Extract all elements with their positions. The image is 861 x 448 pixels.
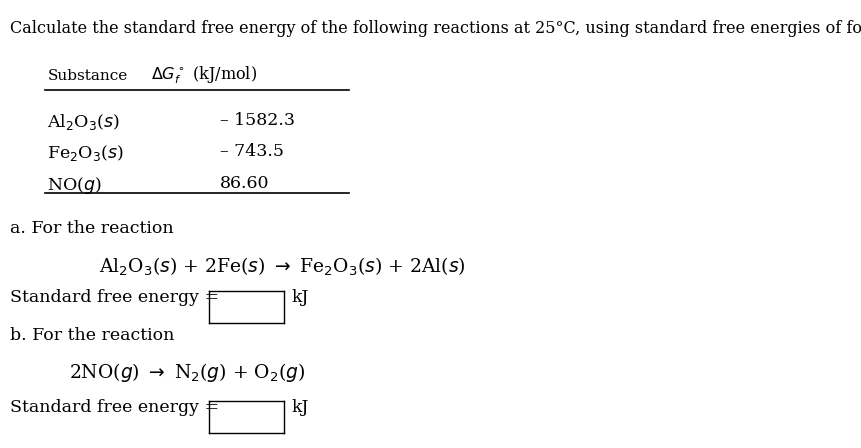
Text: Substance: Substance xyxy=(47,69,127,83)
Text: Standard free energy =: Standard free energy = xyxy=(10,399,220,416)
Text: a. For the reaction: a. For the reaction xyxy=(10,220,174,237)
Text: Calculate the standard free energy of the following reactions at 25°C, using sta: Calculate the standard free energy of th… xyxy=(10,20,861,37)
Text: NO($g$): NO($g$) xyxy=(47,175,102,196)
Text: kJ: kJ xyxy=(291,289,308,306)
Text: Fe$_2$O$_3$($s$): Fe$_2$O$_3$($s$) xyxy=(47,143,124,164)
Text: Al$_2$O$_3$($s$) + 2Fe($s$) $\rightarrow$ Fe$_2$O$_3$($s$) + 2Al($s$): Al$_2$O$_3$($s$) + 2Fe($s$) $\rightarrow… xyxy=(99,255,465,278)
Text: – 743.5: – 743.5 xyxy=(220,143,283,160)
Text: $\Delta G_f^\circ$ (kJ/mol): $\Delta G_f^\circ$ (kJ/mol) xyxy=(151,65,257,86)
Text: 2NO($g$) $\rightarrow$ N$_2$($g$) + O$_2$($g$): 2NO($g$) $\rightarrow$ N$_2$($g$) + O$_2… xyxy=(69,361,305,383)
Text: – 1582.3: – 1582.3 xyxy=(220,112,294,129)
Text: b. For the reaction: b. For the reaction xyxy=(10,327,175,344)
Text: kJ: kJ xyxy=(291,399,308,416)
Text: 86.60: 86.60 xyxy=(220,175,269,192)
Text: Al$_2$O$_3$($s$): Al$_2$O$_3$($s$) xyxy=(47,112,120,132)
Text: Standard free energy =: Standard free energy = xyxy=(10,289,220,306)
